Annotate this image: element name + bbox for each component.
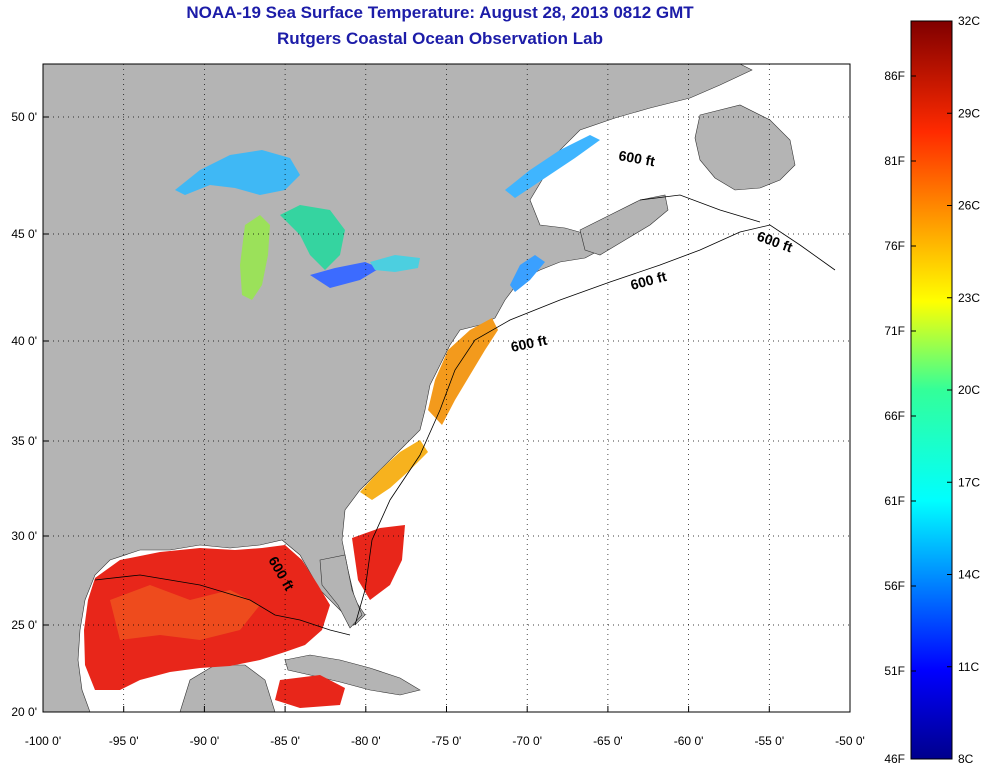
latitude-axis: 20 0' 25 0' 30 0' 35 0' 40 0' 45 0' 50 0' xyxy=(11,110,49,719)
lon-tick-label: -100 0' xyxy=(25,734,61,748)
lat-tick-label: 20 0' xyxy=(11,705,37,719)
lon-tick-label: -75 0' xyxy=(432,734,462,748)
lon-tick-label: -90 0' xyxy=(190,734,220,748)
lon-tick-label: -50 0' xyxy=(835,734,865,748)
map-grid xyxy=(43,64,850,712)
depth-contour-600ft xyxy=(94,194,836,636)
lake-superior xyxy=(175,150,300,195)
colorbar-fahrenheit-label: 86F xyxy=(884,69,905,83)
colorbar xyxy=(910,20,953,760)
depth-label-4: 600 ft xyxy=(509,332,548,355)
colorbar-fahrenheit-label: 66F xyxy=(884,409,905,423)
lon-tick-label: -80 0' xyxy=(351,734,381,748)
colorbar-celsius-label: 11C xyxy=(958,660,979,674)
colorbar-fahrenheit-label: 81F xyxy=(884,154,905,168)
colorbar-celsius-label: 23C xyxy=(958,291,980,305)
lon-tick-label: -60 0' xyxy=(674,734,704,748)
colorbar-fahrenheit-label: 51F xyxy=(884,664,905,678)
map-title: NOAA-19 Sea Surface Temperature: August … xyxy=(186,3,694,22)
colorbar-ticks: 32C 29C 26C 23C 20C 17C 14C 11C 8C 86F 81F 76F 71F 66… xyxy=(884,14,980,766)
land-cuba xyxy=(284,654,421,696)
sst-carolina-coast xyxy=(360,440,428,500)
sst-caribbean xyxy=(275,675,345,708)
lon-tick-label: -85 0' xyxy=(270,734,300,748)
longitude-axis: -100 0' -95 0' -90 0' -85 0' -80 0' -75 0' -70… xyxy=(25,706,865,748)
colorbar-fahrenheit-label: 46F xyxy=(884,752,905,766)
colorbar-celsius-label: 32C xyxy=(958,14,980,28)
colorbar-fahrenheit-label: 71F xyxy=(884,324,905,338)
sst-mid-atlantic xyxy=(428,318,498,425)
lat-tick-label: 50 0' xyxy=(11,110,37,124)
lon-tick-label: -70 0' xyxy=(512,734,542,748)
lat-tick-label: 40 0' xyxy=(11,334,37,348)
colorbar-celsius-label: 29C xyxy=(958,106,980,120)
colorbar-celsius-label: 8C xyxy=(958,752,974,766)
land-yucatan xyxy=(179,664,276,712)
colorbar-celsius-label: 17C xyxy=(958,475,980,489)
lake-huron xyxy=(280,205,345,270)
land-newfoundland xyxy=(694,104,796,191)
colorbar-celsius-label: 14C xyxy=(958,568,980,582)
colorbar-fahrenheit-label: 56F xyxy=(884,579,905,593)
map-subtitle: Rutgers Coastal Ocean Observation Lab xyxy=(277,29,603,48)
lake-michigan xyxy=(240,215,270,300)
lon-tick-label: -55 0' xyxy=(754,734,784,748)
lon-tick-label: -65 0' xyxy=(593,734,623,748)
sst-st-lawrence xyxy=(505,135,600,198)
lat-tick-label: 45 0' xyxy=(11,227,37,241)
lat-tick-label: 35 0' xyxy=(11,434,37,448)
lat-tick-label: 30 0' xyxy=(11,529,37,543)
lake-erie xyxy=(310,262,380,288)
land-maritimes xyxy=(579,194,669,256)
colorbar-celsius-label: 20C xyxy=(958,383,980,397)
colorbar-celsius-label: 26C xyxy=(958,199,980,213)
colorbar-fahrenheit-label: 61F xyxy=(884,494,905,508)
lat-tick-label: 25 0' xyxy=(11,618,37,632)
sst-gulf-of-maine xyxy=(510,255,545,292)
lon-tick-label: -95 0' xyxy=(109,734,139,748)
lake-ontario xyxy=(370,255,420,272)
colorbar-fahrenheit-label: 76F xyxy=(884,239,905,253)
sst-florida-atlantic xyxy=(352,525,405,600)
sst-gulf-speckle xyxy=(110,585,260,640)
depth-label-1: 600 ft xyxy=(617,147,656,169)
